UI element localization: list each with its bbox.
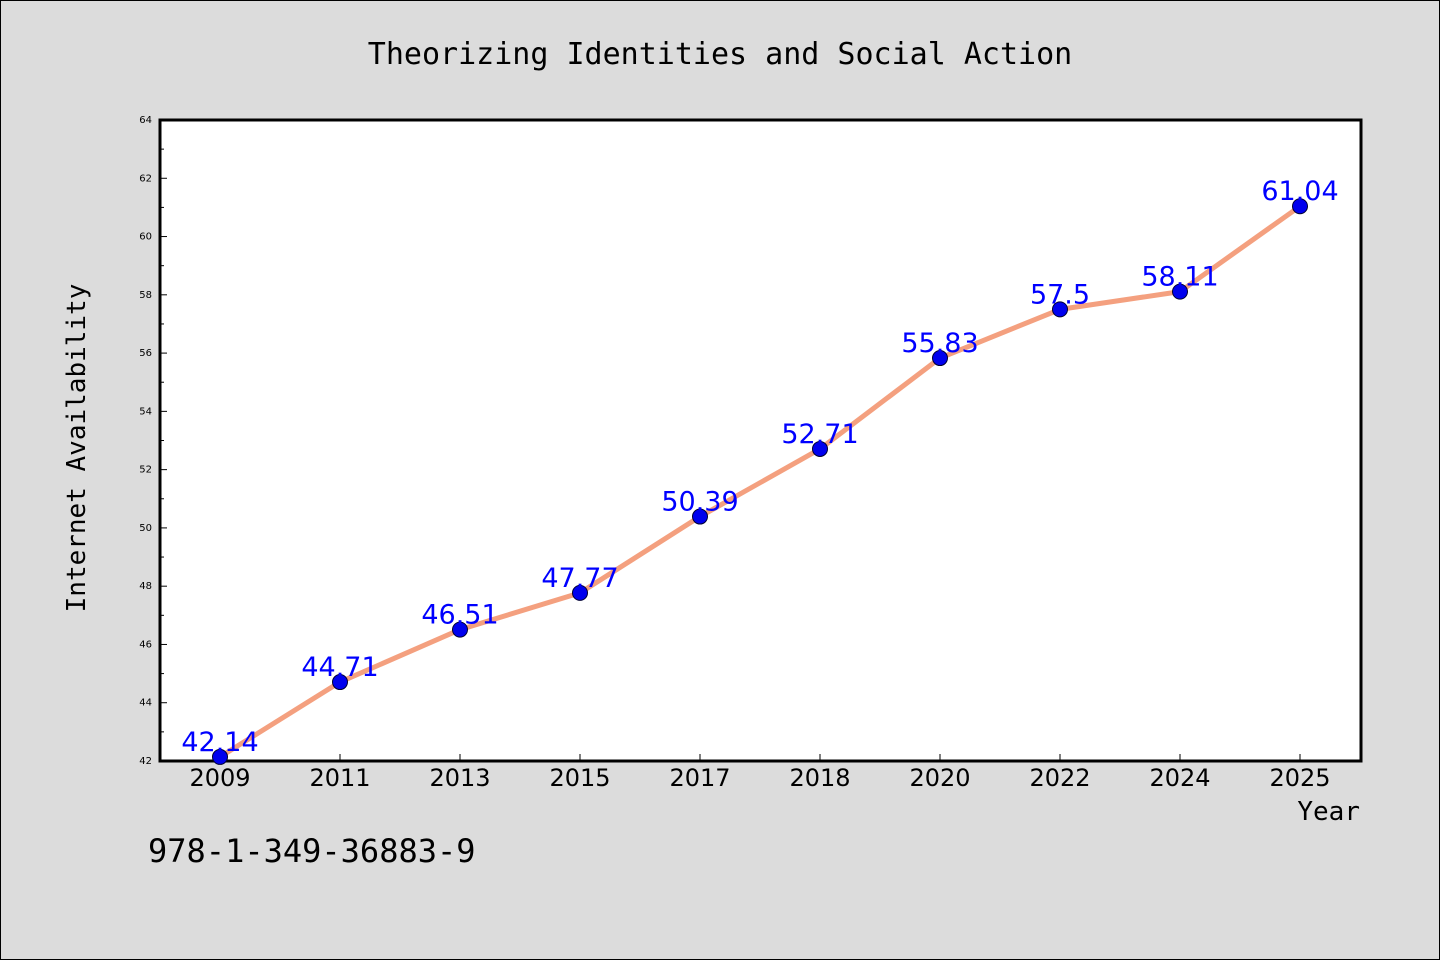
series: 42.14 44.71 46.51 47.77 50.39 52.71 55.83 57.5 5… <box>181 176 1339 765</box>
y-tick-label: 48 <box>139 581 152 592</box>
chart-title: Theorizing Identities and Social Action <box>368 37 1072 72</box>
data-label: 44.71 <box>301 652 378 683</box>
y-tick-label: 52 <box>139 465 152 476</box>
y-tick-label: 64 <box>139 115 152 126</box>
x-tick-label: 2025 <box>1269 764 1330 792</box>
y-tick-label: 44 <box>139 698 152 709</box>
data-label: 47.77 <box>541 563 618 594</box>
data-label: 46.51 <box>421 600 498 631</box>
data-label: 50.39 <box>661 487 738 518</box>
data-point <box>692 508 708 525</box>
isbn-text: 978-1-349-36883-9 <box>148 832 476 870</box>
data-label: 61.04 <box>1261 176 1338 207</box>
y-tick-label: 58 <box>139 290 152 301</box>
data-label: 52.71 <box>781 419 858 450</box>
data-label: 55.83 <box>901 328 978 359</box>
y-axis-ticks: 42 44 46 48 50 52 54 56 58 60 62 64 <box>139 115 167 767</box>
y-axis-label: Internet Availability <box>62 284 92 613</box>
data-point <box>932 350 948 367</box>
data-label: 42.14 <box>181 727 258 758</box>
x-tick-label: 2020 <box>909 764 970 792</box>
data-point <box>1292 198 1308 215</box>
x-tick-label: 2024 <box>1149 764 1210 792</box>
x-tick-label: 2018 <box>789 764 850 792</box>
x-axis-ticks: 2009 2011 2013 2015 2017 2018 2020 2022 2024 2025 <box>189 754 1331 792</box>
data-point <box>812 440 828 457</box>
x-tick-label: 2013 <box>429 764 490 792</box>
data-point <box>332 674 348 691</box>
data-point <box>572 584 588 601</box>
x-tick-label: 2017 <box>669 764 730 792</box>
x-axis-label: Year <box>1297 797 1360 827</box>
data-point <box>1172 283 1188 300</box>
x-tick-label: 2011 <box>309 764 370 792</box>
data-label: 57.5 <box>1030 279 1090 310</box>
y-tick-label: 62 <box>139 173 152 184</box>
y-tick-label: 50 <box>139 523 152 534</box>
x-tick-label: 2015 <box>549 764 610 792</box>
series-line <box>217 203 1303 760</box>
data-label: 58.11 <box>1141 262 1218 293</box>
y-tick-label: 60 <box>139 232 152 243</box>
data-point <box>1052 301 1068 318</box>
data-point <box>212 748 228 765</box>
y-tick-label: 46 <box>139 639 152 650</box>
x-tick-label: 2022 <box>1029 764 1090 792</box>
data-point <box>452 621 468 638</box>
y-tick-label: 56 <box>139 348 152 359</box>
plot-area <box>158 118 1363 763</box>
y-tick-label: 54 <box>139 406 152 417</box>
x-tick-label: 2009 <box>189 764 250 792</box>
y-tick-label: 42 <box>139 756 152 767</box>
